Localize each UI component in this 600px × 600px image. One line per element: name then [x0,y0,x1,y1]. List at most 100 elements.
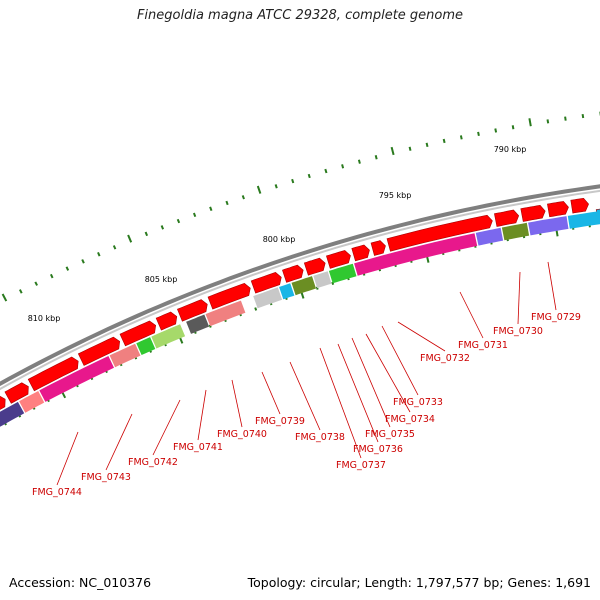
gene-label-leader [289,361,321,431]
gene-label-leader [261,371,281,415]
kbp-tick-label: 800 kbp [263,235,296,244]
gene-label[interactable]: FMG_0733 [393,397,443,408]
reverse-gene-block [354,233,478,276]
minor-tick [34,281,38,286]
gene-label-leader [365,333,411,413]
minor-tick [425,142,429,148]
reverse-gene-block [136,337,156,355]
gene-label[interactable]: FMG_0734 [385,414,435,425]
minor-tick [408,146,412,151]
forward-gene-arrow [119,320,157,347]
reverse-gene-block [475,227,504,246]
gene-label-leader [231,379,243,428]
minor-tick [97,252,101,257]
reverse-gene-block [501,222,530,241]
gene-label[interactable]: FMG_0735 [365,429,415,440]
major-tick [528,118,532,127]
reverse-gene-block [19,391,45,413]
gene-label[interactable]: FMG_0744 [32,487,82,498]
kbp-tick-label: 795 kbp [379,191,412,200]
minor-tick [581,113,585,119]
gene-label-leader [105,413,133,471]
backbone-line-outer [0,184,600,387]
gene-label[interactable]: FMG_0738 [295,432,345,443]
kbp-tick-label: 790 kbp [494,145,527,154]
gene-label-leader [351,337,391,428]
gene-label[interactable]: FMG_0729 [531,312,581,323]
gene-label[interactable]: FMG_0730 [493,326,543,337]
minor-tick [442,138,446,144]
reverse-gene-block [528,216,569,236]
minor-tick [274,184,278,189]
reverse-strand-genes [0,211,600,427]
forward-gene-arrow [326,250,351,269]
gene-label[interactable]: FMG_0736 [353,444,403,455]
reverse-gene-block [313,271,332,289]
gene-label-leader [517,271,521,325]
gene-label[interactable]: FMG_0739 [255,416,305,427]
gene-label[interactable]: FMG_0732 [420,353,470,364]
kbp-tick-label: 805 kbp [145,275,178,284]
backbone-line-inner [0,189,600,391]
forward-gene-arrow [177,299,208,322]
gene-label[interactable]: FMG_0740 [217,429,267,440]
gene-label-leader [152,399,181,456]
major-tick [1,293,8,302]
major-tick [127,234,133,243]
minor-tick [176,218,181,224]
gene-label-leader [459,291,484,339]
minor-tick [225,200,229,206]
forward-gene-arrow [4,382,29,404]
reverse-gene-block [279,283,295,300]
reverse-gene-block [567,211,600,229]
gene-label-leader [56,431,79,486]
topology-text: Topology: circular; Length: 1,797,577 bp… [247,575,591,590]
minor-tick [49,273,54,279]
map-title: Finegoldia magna ATCC 29328, complete ge… [136,8,464,23]
forward-gene-arrow [207,282,251,310]
minor-tick [341,164,345,169]
forward-gene-arrow [351,244,370,262]
minor-tick [144,231,149,237]
gene-label-leader [547,261,557,311]
forward-gene-arrow [282,264,304,283]
gene-label[interactable]: FMG_0737 [336,460,386,471]
forward-gene-arrow [520,204,546,222]
forward-strand-genes [0,197,600,410]
minor-tick [19,289,23,294]
gene-label[interactable]: FMG_0731 [458,340,508,351]
gene-label[interactable]: FMG_0742 [128,457,178,468]
minor-tick [192,212,197,218]
minor-tick [291,178,295,184]
minor-tick [324,168,328,174]
reverse-gene-block [0,401,25,427]
minor-tick [241,195,245,200]
forward-gene-arrow [250,272,282,294]
forward-gene-arrow [0,395,6,410]
forward-gene-arrow [155,311,178,331]
minor-tick [307,173,311,179]
minor-tick [65,266,70,271]
genome-backbone [0,184,600,391]
forward-gene-arrow [570,197,589,214]
forward-gene-arrow [27,356,79,392]
reverse-gene-block [253,287,283,309]
gene-label-leader [337,343,379,443]
minor-tick [209,206,213,212]
minor-tick [160,225,165,230]
major-tick [256,185,262,194]
minor-tick [112,245,117,250]
gene-labels: FMG_0729 FMG_0730 FMG_0731 FMG_0732 FMG_0733… [32,261,581,498]
accession-text: Accession: NC_010376 [9,575,152,590]
forward-gene-arrow [303,257,326,276]
major-tick [390,146,395,156]
gene-label-leader [381,325,419,396]
minor-tick [494,128,498,133]
gene-label[interactable]: FMG_0741 [173,442,223,453]
reverse-gene-block [291,276,316,296]
minor-tick [546,119,550,124]
forward-gene-arrow [547,201,569,218]
gene-label-leader [197,389,207,441]
gene-label[interactable]: FMG_0743 [81,472,131,483]
forward-gene-arrow [386,214,493,252]
